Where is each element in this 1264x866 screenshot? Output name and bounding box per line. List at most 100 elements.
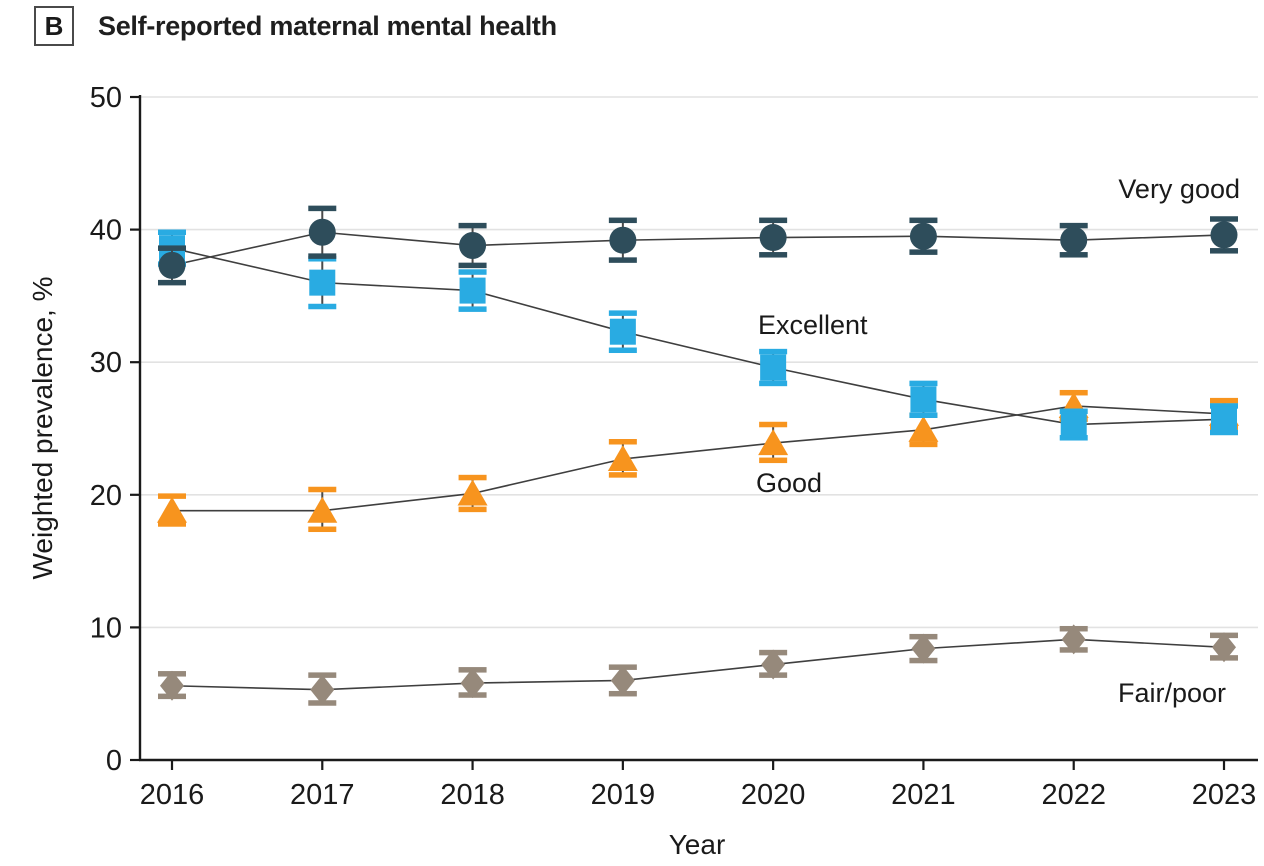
- error-bar-cap: [308, 486, 337, 493]
- data-point-triangle: [908, 415, 939, 442]
- error-bar-cap: [458, 262, 487, 269]
- data-point-triangle: [307, 496, 338, 523]
- x-tick-label: 2017: [290, 779, 355, 811]
- error-bar-cap: [608, 472, 637, 478]
- error-bar-cap: [458, 269, 487, 275]
- data-point-triangle: [607, 444, 638, 471]
- error-bar-cap: [158, 493, 186, 499]
- error-bar-cap: [158, 279, 186, 286]
- data-point-square: [1211, 406, 1237, 433]
- error-bar-cap: [608, 347, 637, 354]
- x-tick-label: 2019: [591, 779, 656, 811]
- data-point-diamond: [1212, 632, 1236, 663]
- error-bar-cap: [759, 252, 788, 258]
- data-point-diamond: [160, 670, 184, 701]
- chart-title: Self-reported maternal mental health: [98, 10, 557, 41]
- error-bar-cap: [759, 380, 788, 387]
- plot-area: 0 10 20 30 40 50 2016 2017 2018 2019 2020 2021 2022 2…: [90, 82, 1258, 811]
- error-bar-cap: [458, 506, 487, 513]
- error-bar-cap: [1210, 216, 1238, 222]
- x-tick-label: 2022: [1041, 779, 1106, 811]
- x-axis-label: Year: [669, 829, 726, 860]
- error-bar-cap: [458, 306, 487, 312]
- data-point-diamond: [1061, 624, 1086, 655]
- error-bar-cap: [608, 310, 637, 316]
- data-point-triangle: [758, 429, 789, 456]
- error-bar-cap: [759, 348, 788, 355]
- data-point-square: [459, 277, 486, 304]
- x-tick-label: 2020: [741, 779, 806, 811]
- error-bar-cap: [158, 521, 186, 527]
- y-tick-label: 50: [90, 82, 122, 114]
- data-point-circle: [1060, 226, 1088, 254]
- data-point-diamond: [761, 649, 786, 680]
- data-point-diamond: [310, 674, 335, 705]
- error-bar-cap: [759, 457, 788, 464]
- data-point-triangle: [457, 479, 488, 506]
- y-tick-label: 10: [90, 612, 122, 644]
- error-bar-cap: [1059, 252, 1088, 258]
- data-point-circle: [308, 218, 336, 246]
- data-point-triangle: [157, 496, 187, 523]
- error-bar-cap: [909, 249, 938, 255]
- error-bar-cap: [308, 303, 337, 310]
- x-tick-label: 2018: [440, 779, 505, 811]
- data-point-circle: [609, 226, 637, 254]
- data-point-diamond: [460, 668, 485, 699]
- y-tick-label: 30: [90, 347, 122, 379]
- series-line: [171, 231, 1225, 267]
- error-bar-cap: [158, 229, 186, 236]
- series-label-excellent: Excellent: [758, 310, 868, 340]
- error-bar-cap: [1210, 403, 1238, 409]
- error-bar-cap: [608, 217, 637, 224]
- data-point-circle: [1210, 221, 1238, 249]
- error-bar-cap: [1210, 248, 1238, 254]
- y-tick-label: 40: [90, 215, 122, 247]
- data-point-square: [309, 269, 336, 296]
- series-line: [171, 247, 1225, 426]
- error-bar-cap: [608, 439, 637, 445]
- series-label-fair-poor: Fair/poor: [1118, 678, 1226, 708]
- data-point-diamond: [911, 633, 936, 664]
- data-point-square: [760, 354, 787, 381]
- x-tick-label: 2016: [140, 779, 205, 811]
- panel-label: B: [44, 10, 64, 41]
- error-bar-cap: [1059, 408, 1088, 415]
- series-line: [171, 638, 1225, 691]
- x-tick-label: 2023: [1192, 779, 1257, 811]
- y-tick-label: 20: [90, 480, 122, 512]
- error-bar-cap: [1059, 435, 1088, 441]
- y-tick-label: 0: [106, 745, 122, 777]
- error-bar-cap: [458, 222, 487, 229]
- error-bar-cap: [909, 380, 938, 387]
- data-point-square: [910, 386, 937, 413]
- data-point-circle: [158, 251, 186, 279]
- series-label-very-good: Very good: [1118, 174, 1240, 204]
- error-bar-cap: [909, 217, 938, 224]
- error-bar-cap: [308, 526, 337, 533]
- error-bar-cap: [759, 217, 788, 224]
- error-bar-cap: [1059, 222, 1088, 229]
- error-bar-cap: [308, 205, 337, 212]
- series-line: [172, 405, 1225, 512]
- data-point-square: [609, 318, 636, 345]
- data-point-square: [1060, 411, 1087, 438]
- data-point-circle: [759, 224, 787, 252]
- error-bar-cap: [458, 474, 487, 481]
- data-point-diamond: [610, 665, 635, 696]
- data-point-circle: [909, 222, 937, 250]
- series-label-good: Good: [756, 468, 822, 498]
- error-bar-cap: [909, 412, 938, 418]
- error-bar-cap: [308, 253, 337, 259]
- x-tick-label: 2021: [891, 779, 956, 811]
- error-bar-cap: [158, 245, 186, 251]
- y-axis-label: Weighted prevalence, %: [27, 277, 58, 580]
- data-point-circle: [459, 232, 487, 260]
- figure-header: B Self-reported maternal mental health: [34, 6, 557, 46]
- error-bar-cap: [909, 441, 938, 448]
- error-bar-cap: [608, 257, 637, 263]
- error-bar-cap: [759, 421, 788, 428]
